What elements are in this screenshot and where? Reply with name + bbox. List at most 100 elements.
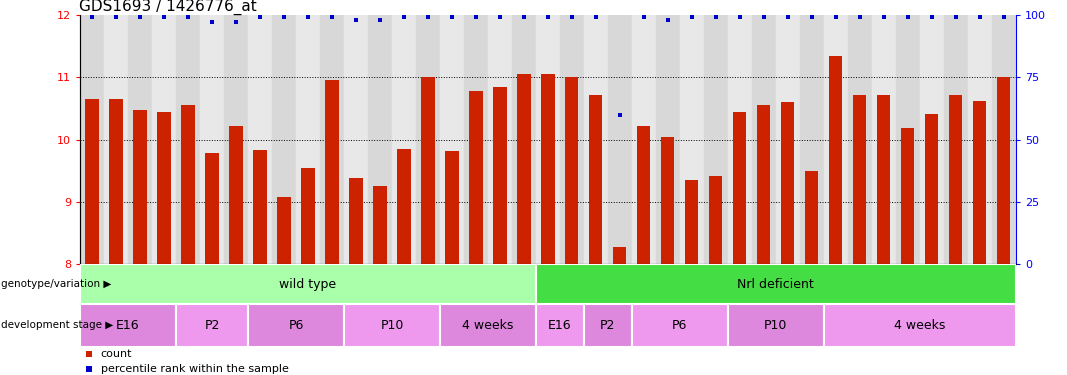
Bar (80, 264, 536, 304)
Bar (103, 15, 128, 264)
Text: P10: P10 (764, 319, 787, 332)
Bar (656, 15, 680, 264)
Bar (517, 74, 530, 264)
Bar (829, 56, 843, 264)
Bar (85, 99, 98, 264)
Bar (320, 15, 344, 264)
Bar (584, 15, 608, 264)
Text: count: count (100, 349, 132, 359)
Bar (176, 304, 248, 347)
Bar (536, 264, 1016, 304)
Bar (440, 304, 536, 347)
Bar (685, 180, 699, 264)
Bar (368, 15, 392, 264)
Bar (373, 186, 386, 264)
Bar (488, 15, 512, 264)
Bar (920, 15, 944, 264)
Text: E16: E16 (116, 319, 140, 332)
Bar (421, 77, 434, 264)
Bar (296, 15, 320, 264)
Bar (637, 126, 651, 264)
Bar (806, 171, 818, 264)
Bar (440, 15, 464, 264)
Bar (781, 102, 795, 264)
Text: P6: P6 (672, 319, 687, 332)
Bar (200, 15, 224, 264)
Bar (344, 304, 440, 347)
Bar (925, 114, 938, 264)
Bar (944, 15, 968, 264)
Bar (704, 15, 728, 264)
Bar (680, 15, 704, 264)
Bar (277, 197, 290, 264)
Bar (158, 112, 171, 264)
Bar (224, 15, 248, 264)
Bar (272, 15, 296, 264)
Bar (205, 153, 219, 264)
Bar (176, 15, 200, 264)
Bar (493, 87, 507, 264)
Bar (181, 105, 194, 264)
Bar (541, 74, 555, 264)
Bar (848, 15, 872, 264)
Bar (110, 99, 123, 264)
Bar (445, 151, 459, 264)
Bar (872, 15, 896, 264)
Bar (614, 247, 626, 264)
Text: wild type: wild type (280, 278, 336, 291)
Bar (608, 15, 632, 264)
Bar (133, 110, 146, 264)
Bar (416, 15, 440, 264)
Bar (325, 81, 338, 264)
Bar (253, 150, 267, 264)
Bar (566, 77, 578, 264)
Bar (301, 168, 315, 264)
Bar (824, 304, 1016, 347)
Bar (733, 112, 747, 264)
Text: E16: E16 (548, 319, 572, 332)
Bar (632, 304, 728, 347)
Bar (349, 178, 363, 264)
Bar (710, 176, 722, 264)
Bar (877, 95, 891, 264)
Text: development stage ▶: development stage ▶ (1, 320, 113, 330)
Bar (248, 15, 272, 264)
Bar (752, 15, 776, 264)
Bar (397, 149, 411, 264)
Bar (80, 304, 176, 347)
Bar (589, 95, 603, 264)
Bar (728, 304, 824, 347)
Text: Nrl deficient: Nrl deficient (737, 278, 814, 291)
Bar (632, 15, 656, 264)
Text: P10: P10 (380, 319, 403, 332)
Bar (560, 15, 584, 264)
Bar (950, 95, 962, 264)
Bar (854, 95, 866, 264)
Bar (464, 15, 488, 264)
Bar (728, 15, 752, 264)
Text: 4 weeks: 4 weeks (462, 319, 513, 332)
Bar (824, 15, 848, 264)
Bar (662, 136, 674, 264)
Bar (758, 105, 770, 264)
Bar (896, 15, 920, 264)
Bar (128, 15, 152, 264)
Text: GDS1693 / 1426776_at: GDS1693 / 1426776_at (79, 0, 257, 15)
Bar (229, 126, 242, 264)
Bar (344, 15, 368, 264)
Text: percentile rank within the sample: percentile rank within the sample (100, 364, 288, 374)
Bar (248, 304, 344, 347)
Text: P6: P6 (288, 319, 304, 332)
Bar (152, 15, 176, 264)
Text: genotype/variation ▶: genotype/variation ▶ (1, 279, 111, 289)
Text: 4 weeks: 4 weeks (894, 319, 945, 332)
Bar (392, 15, 416, 264)
Bar (998, 77, 1010, 264)
Bar (512, 15, 536, 264)
Bar (902, 129, 914, 264)
Bar (469, 91, 482, 264)
Bar (968, 15, 992, 264)
Text: P2: P2 (204, 319, 220, 332)
Bar (536, 15, 560, 264)
Bar (776, 15, 800, 264)
